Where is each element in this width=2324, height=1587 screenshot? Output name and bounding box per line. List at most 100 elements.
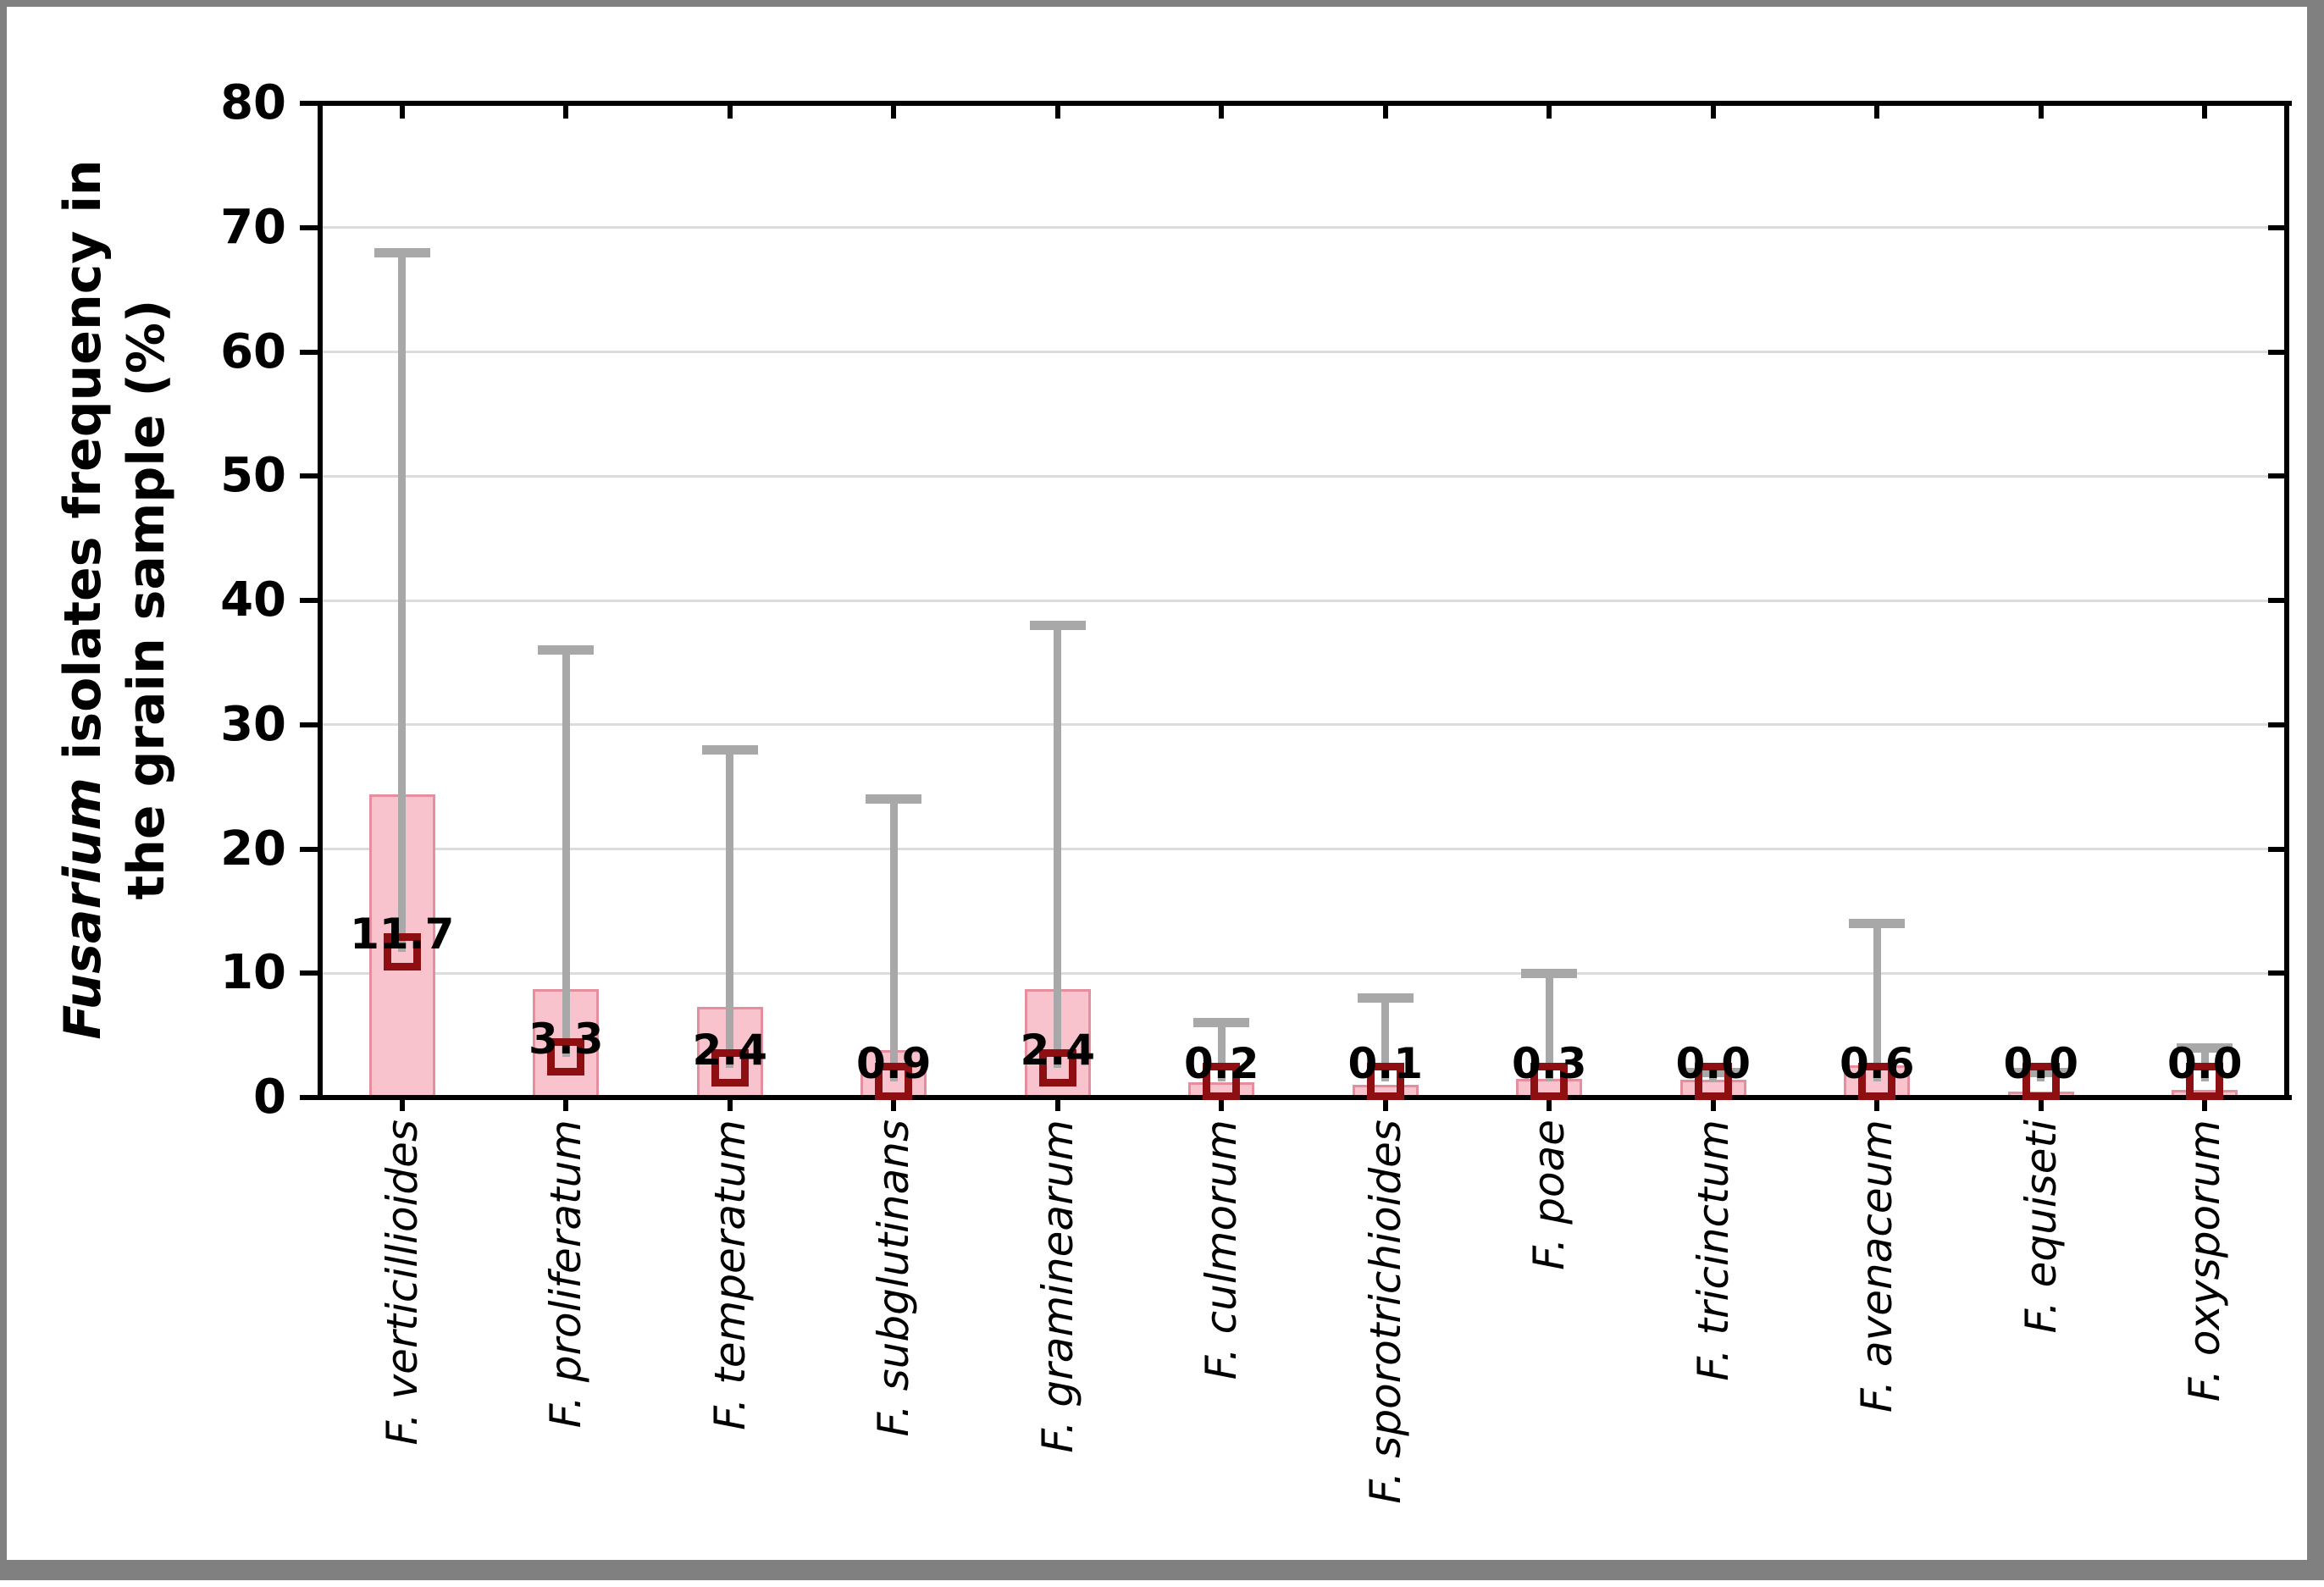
plot-border-right	[2284, 101, 2289, 1100]
error-bar-cap	[538, 645, 595, 655]
y-axis-title-italic-word: Fusarium	[53, 777, 113, 1040]
y-axis-right-tick	[2268, 970, 2287, 976]
x-axis-tick	[1874, 1098, 1880, 1111]
y-axis-right-tick	[2268, 598, 2287, 603]
error-bar-line	[1545, 973, 1553, 1081]
value-label: 0.0	[2003, 1038, 2079, 1088]
y-axis-right-tick	[2268, 224, 2287, 230]
mean-marker	[547, 1037, 585, 1076]
y-tick-label: 10	[220, 945, 286, 1001]
value-label: 0.9	[855, 1038, 932, 1088]
y-axis-title-text: Fusarium isolates frequency in the grain…	[52, 159, 179, 1039]
x-axis-tick	[2038, 1098, 2044, 1111]
y-axis-tick	[300, 224, 320, 230]
category-label: F. culmorum	[1197, 1120, 1247, 1380]
value-label: 0.0	[1675, 1038, 1751, 1088]
mean-marker	[1530, 1062, 1569, 1100]
x-axis-top-tick	[2202, 103, 2208, 119]
y-tick-label: 40	[220, 572, 286, 628]
x-axis-tick	[563, 1098, 569, 1111]
x-axis-top-tick	[1874, 103, 1880, 119]
error-bar-cap	[1357, 993, 1414, 1004]
error-bar-line	[1054, 625, 1062, 1068]
error-bar-line	[562, 650, 570, 1057]
error-bar-cap	[1685, 1068, 1741, 1078]
category-label: F. temperatum	[705, 1120, 755, 1430]
error-bar-cap	[866, 794, 922, 805]
y-axis-right-tick	[2268, 349, 2287, 355]
category-label: F. poae	[1524, 1120, 1574, 1270]
category-label: F. equiseti	[2016, 1120, 2066, 1334]
mean-marker	[711, 1048, 749, 1087]
value-label: 0.6	[1839, 1038, 1915, 1088]
gridline	[320, 226, 2287, 229]
error-bar-line	[1217, 1022, 1226, 1081]
y-tick-label: 0	[253, 1070, 286, 1125]
x-axis-top-tick	[727, 103, 733, 119]
error-bar-line	[1381, 998, 1390, 1081]
value-label: 0.3	[1511, 1038, 1587, 1088]
plot-border-left	[318, 101, 323, 1100]
x-axis-top-tick	[2038, 103, 2044, 119]
x-axis-tick	[2202, 1098, 2208, 1111]
error-bar-cap	[374, 247, 430, 257]
y-axis-tick	[300, 846, 320, 852]
error-bar-cap	[1029, 620, 1086, 630]
x-axis-tick	[1547, 1098, 1552, 1111]
y-tick-label: 30	[220, 696, 286, 752]
category-label: F. oxysporum	[2180, 1120, 2230, 1402]
y-axis-tick	[300, 349, 320, 355]
x-axis-tick	[1710, 1098, 1716, 1111]
error-bar-cap	[1521, 968, 1578, 978]
y-tick-label: 60	[220, 323, 286, 379]
value-label: 3.3	[528, 1014, 604, 1064]
category-label: F. verticillioides	[377, 1120, 427, 1446]
gridline	[320, 723, 2287, 727]
value-label: 11.7	[350, 910, 455, 959]
x-axis-tick	[1219, 1098, 1225, 1111]
x-axis-top-tick	[1382, 103, 1388, 119]
y-axis-tick	[300, 598, 320, 603]
x-axis-top-tick	[1054, 103, 1060, 119]
mean-marker	[2022, 1062, 2060, 1100]
x-axis-top-tick	[1547, 103, 1552, 119]
y-tick-label: 50	[220, 448, 286, 504]
x-axis-tick	[891, 1098, 897, 1111]
y-axis-tick	[300, 722, 320, 727]
gridline	[320, 474, 2287, 478]
value-label: 0.1	[1347, 1038, 1424, 1088]
mean-marker	[1038, 1048, 1076, 1087]
y-axis-right-tick	[2268, 473, 2287, 479]
error-bar-cap	[2177, 1042, 2233, 1053]
gridline	[320, 351, 2287, 353]
mean-marker	[1366, 1062, 1404, 1100]
y-axis-tick	[300, 473, 320, 479]
gridline	[320, 848, 2287, 850]
x-axis-top-tick	[399, 103, 405, 119]
x-axis-top-tick	[563, 103, 569, 119]
category-label: F. tricinctum	[1688, 1120, 1738, 1381]
x-axis-top-tick	[1219, 103, 1225, 119]
category-label: F. avenaceum	[1852, 1120, 1902, 1413]
error-bar-line	[889, 799, 898, 1081]
mean-marker	[875, 1062, 913, 1100]
y-tick-label: 80	[220, 75, 286, 130]
x-axis-tick	[1382, 1098, 1388, 1111]
value-label: 0.0	[2166, 1038, 2243, 1088]
y-axis-title-line2: the grain sample (%)	[117, 299, 176, 900]
error-bar-cap	[1193, 1018, 1250, 1028]
error-bar-line	[726, 749, 734, 1068]
y-axis-title-line1: Fusarium isolates frequency in	[53, 159, 113, 1040]
mean-marker	[383, 933, 421, 971]
error-bar-cap	[1849, 919, 1906, 929]
y-axis-tick	[300, 970, 320, 976]
error-bar-line	[398, 252, 407, 953]
y-axis-right-tick	[2268, 722, 2287, 727]
x-axis-tick	[399, 1098, 405, 1111]
x-axis-tick	[727, 1098, 733, 1111]
category-label: F. subglutinans	[869, 1120, 919, 1437]
x-axis-tick	[1054, 1098, 1060, 1111]
category-label: F. proliferatum	[541, 1120, 591, 1429]
x-axis-top-tick	[1710, 103, 1716, 119]
error-bar-line	[1873, 923, 1881, 1081]
